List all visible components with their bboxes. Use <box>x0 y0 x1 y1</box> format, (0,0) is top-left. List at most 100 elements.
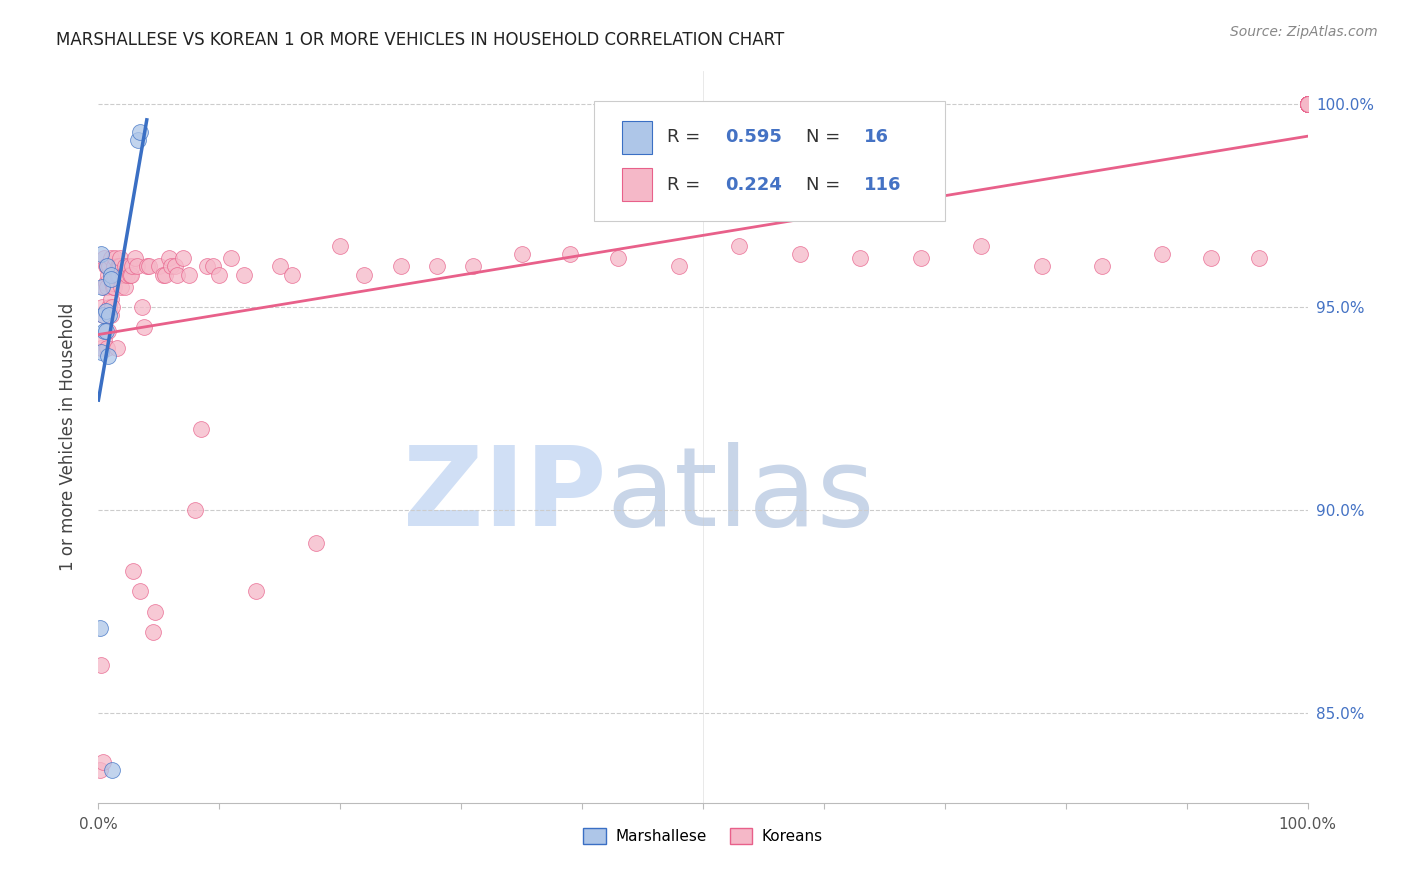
Point <box>1296 96 1319 111</box>
Point <box>100 300 122 314</box>
Point <box>100 252 122 266</box>
Point <box>100 308 122 322</box>
Legend: Marshallese, Koreans: Marshallese, Koreans <box>576 822 830 850</box>
Text: R =: R = <box>666 128 706 146</box>
Point <box>1296 96 1319 111</box>
Point <box>1296 96 1319 111</box>
Point <box>118 268 141 282</box>
Point <box>94 260 117 274</box>
Point <box>1296 96 1319 111</box>
Point <box>558 247 581 261</box>
Point <box>90 344 112 359</box>
Point <box>1296 96 1319 111</box>
Point <box>104 268 127 282</box>
Point <box>97 325 120 339</box>
Point <box>107 260 129 274</box>
Point <box>607 252 630 266</box>
Point <box>1091 260 1114 274</box>
Point <box>1296 96 1319 111</box>
Point <box>1296 96 1319 111</box>
Point <box>91 300 114 314</box>
Point <box>93 325 115 339</box>
Point <box>1296 96 1319 111</box>
Point <box>163 260 186 274</box>
Point <box>100 276 122 290</box>
Point <box>269 260 291 274</box>
Point <box>1296 96 1319 111</box>
Point <box>94 325 117 339</box>
Point <box>118 260 141 274</box>
Point <box>100 268 122 282</box>
Point <box>105 268 128 282</box>
Point <box>100 764 122 778</box>
Point <box>135 260 157 274</box>
Point <box>105 341 128 355</box>
Point <box>127 260 149 274</box>
Point <box>190 422 212 436</box>
Point <box>153 268 176 282</box>
Point <box>124 252 146 266</box>
Point <box>232 268 254 282</box>
Point <box>143 605 166 619</box>
Point <box>101 279 124 293</box>
Point <box>166 268 188 282</box>
Point <box>208 268 231 282</box>
Point <box>89 621 111 635</box>
Point <box>103 279 125 293</box>
Point <box>91 755 114 769</box>
Point <box>111 268 134 282</box>
Point <box>90 341 112 355</box>
Point <box>329 239 352 253</box>
Point <box>510 247 533 261</box>
Point <box>93 333 115 347</box>
Point <box>142 625 165 640</box>
Point <box>184 503 207 517</box>
Point <box>668 260 690 274</box>
Point <box>148 260 170 274</box>
Point <box>108 260 131 274</box>
Point <box>152 268 174 282</box>
Point <box>96 341 118 355</box>
Point <box>96 260 118 274</box>
Point <box>1031 260 1053 274</box>
Point <box>426 260 449 274</box>
Point <box>1296 96 1319 111</box>
Point <box>131 300 153 314</box>
Point <box>110 279 132 293</box>
Point <box>107 268 129 282</box>
Text: R =: R = <box>666 176 706 194</box>
Point <box>100 292 122 306</box>
Point <box>98 260 121 274</box>
Point <box>108 260 131 274</box>
Point <box>94 304 117 318</box>
Point <box>1296 96 1319 111</box>
Point <box>160 260 183 274</box>
Point <box>389 260 412 274</box>
Bar <box>621 120 652 153</box>
Text: 0.224: 0.224 <box>724 176 782 194</box>
Point <box>128 125 150 139</box>
Point <box>1296 96 1319 111</box>
Point <box>114 260 136 274</box>
Text: 0.595: 0.595 <box>724 128 782 146</box>
Point <box>101 276 124 290</box>
Point <box>112 268 135 282</box>
Point <box>1296 96 1319 111</box>
Text: MARSHALLESE VS KOREAN 1 OR MORE VEHICLES IN HOUSEHOLD CORRELATION CHART: MARSHALLESE VS KOREAN 1 OR MORE VEHICLES… <box>56 31 785 49</box>
Point <box>90 657 112 672</box>
Point <box>728 239 751 253</box>
Point <box>96 279 118 293</box>
Text: atlas: atlas <box>606 442 875 549</box>
Point <box>103 268 125 282</box>
Point <box>93 279 115 293</box>
Point <box>96 260 118 274</box>
Point <box>970 239 993 253</box>
Point <box>221 252 243 266</box>
Point <box>1199 252 1222 266</box>
Point <box>121 260 143 274</box>
Point <box>1152 247 1174 261</box>
Text: Source: ZipAtlas.com: Source: ZipAtlas.com <box>1230 25 1378 39</box>
Point <box>93 252 115 266</box>
Point <box>89 764 111 778</box>
Point <box>1296 96 1319 111</box>
